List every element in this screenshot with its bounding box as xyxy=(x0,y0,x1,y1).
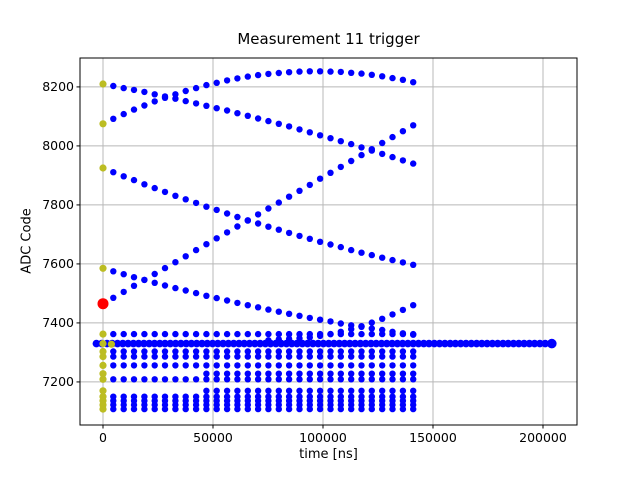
series-row-7228 xyxy=(203,370,417,377)
series-row-7108 xyxy=(99,405,417,413)
series-trace-rising-diagonal-from-trigger xyxy=(110,122,417,301)
x-tick-label: 0 xyxy=(99,430,107,445)
series-trigger-point xyxy=(97,298,109,310)
series-row-7362 xyxy=(99,330,417,338)
y-tick-label: 7400 xyxy=(42,315,74,331)
series-start-markers xyxy=(99,80,115,413)
y-tick-label: 7200 xyxy=(42,374,74,390)
x-tick-label: 150000 xyxy=(409,430,457,445)
y-tick-label: 7800 xyxy=(42,197,74,213)
series-row-7256 xyxy=(99,362,417,369)
series-trace-descending-from-7585 xyxy=(99,265,417,338)
series-row-7170 xyxy=(203,387,417,394)
series-trace-descending-from-8210 xyxy=(99,80,417,167)
y-tick-label: 8200 xyxy=(42,79,74,95)
series-baseline-band-7330 xyxy=(92,338,557,349)
y-tick-label: 7600 xyxy=(42,256,74,272)
x-tick-label: 50000 xyxy=(193,430,233,445)
series-trace-rising-to-peak-8253 xyxy=(99,68,417,128)
tick-marks xyxy=(76,86,544,429)
x-tick-label: 200000 xyxy=(519,430,567,445)
y-tick-label: 8000 xyxy=(42,138,74,154)
axes-frame xyxy=(79,57,578,426)
x-axis-label: time [ns] xyxy=(299,447,358,462)
gridlines xyxy=(80,58,577,425)
plot-title: Measurement 11 trigger xyxy=(237,30,420,48)
series-row-7286 xyxy=(99,353,417,360)
x-tick-label: 100000 xyxy=(299,430,347,445)
